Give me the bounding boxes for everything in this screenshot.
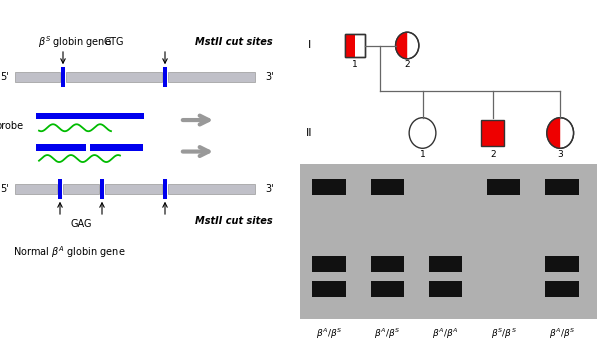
Bar — [487, 179, 520, 195]
Text: GAG: GAG — [70, 219, 92, 229]
Bar — [371, 281, 404, 297]
Bar — [168, 184, 255, 194]
Text: II: II — [306, 128, 313, 138]
Text: 3: 3 — [557, 150, 563, 160]
Bar — [345, 34, 365, 57]
Text: $\beta^A/\beta^S$: $\beta^A/\beta^S$ — [374, 327, 400, 342]
Text: 5': 5' — [0, 184, 9, 194]
Bar — [371, 179, 404, 195]
Wedge shape — [395, 32, 407, 59]
Bar — [61, 67, 65, 87]
Bar — [371, 256, 404, 272]
Text: 1: 1 — [419, 150, 425, 160]
Text: 1: 1 — [352, 60, 358, 69]
Circle shape — [409, 118, 436, 148]
Text: $\beta^S/\beta^S$: $\beta^S/\beta^S$ — [491, 327, 517, 342]
Bar — [313, 256, 346, 272]
Bar — [428, 256, 463, 272]
Bar — [100, 179, 104, 199]
Bar — [345, 34, 365, 57]
Text: GTG: GTG — [104, 37, 124, 47]
Bar — [313, 281, 346, 297]
Bar — [545, 281, 578, 297]
Circle shape — [547, 118, 574, 148]
Bar — [300, 164, 597, 318]
Bar — [58, 179, 62, 199]
Text: 2: 2 — [490, 150, 496, 160]
Text: probe: probe — [0, 121, 23, 131]
Text: MstII cut sites: MstII cut sites — [195, 37, 273, 47]
Text: Normal $\beta^A$ globin gene: Normal $\beta^A$ globin gene — [13, 244, 125, 260]
Text: 3': 3' — [266, 184, 274, 194]
Bar — [36, 113, 144, 119]
Bar — [66, 72, 162, 82]
Bar — [15, 72, 60, 82]
Wedge shape — [547, 118, 560, 148]
Text: 5': 5' — [0, 72, 9, 82]
Text: $\beta^A/\beta^A$: $\beta^A/\beta^A$ — [432, 327, 458, 342]
Bar — [15, 184, 57, 194]
Bar — [163, 179, 167, 199]
Bar — [313, 179, 346, 195]
Bar — [168, 72, 255, 82]
Bar — [36, 144, 86, 150]
Text: $\beta^A/\beta^S$: $\beta^A/\beta^S$ — [548, 327, 575, 342]
Circle shape — [395, 32, 419, 59]
Text: $\beta^A/\beta^S$: $\beta^A/\beta^S$ — [316, 327, 343, 342]
Bar — [105, 184, 162, 194]
Bar — [545, 179, 578, 195]
Bar — [481, 120, 505, 146]
Bar — [163, 67, 167, 87]
Bar — [545, 256, 578, 272]
Text: 2: 2 — [404, 60, 410, 69]
Text: MstII cut sites: MstII cut sites — [195, 216, 273, 225]
Bar — [345, 34, 355, 57]
Text: $\beta^S$ globin gene: $\beta^S$ globin gene — [38, 34, 112, 50]
Bar — [90, 144, 143, 150]
Text: I: I — [308, 41, 311, 50]
Text: 3': 3' — [266, 72, 274, 82]
Bar — [428, 281, 463, 297]
Bar — [63, 184, 99, 194]
